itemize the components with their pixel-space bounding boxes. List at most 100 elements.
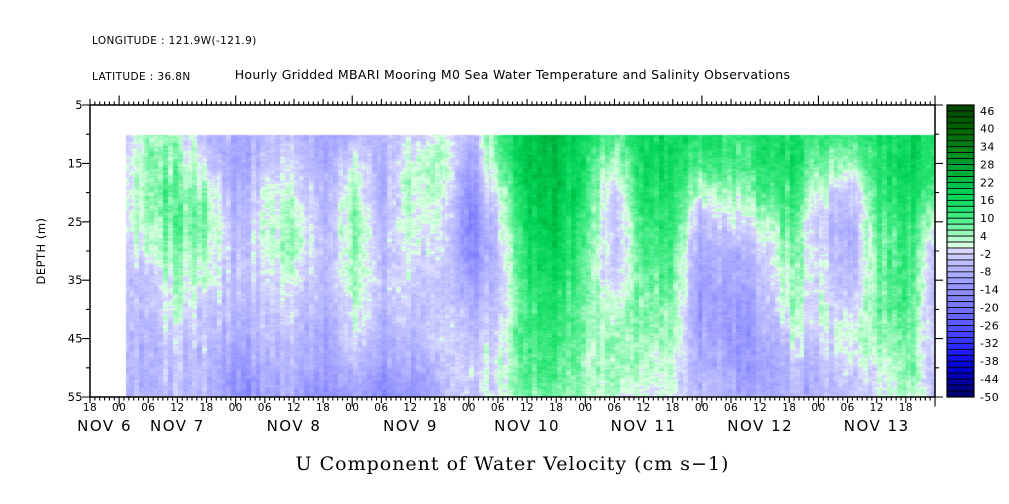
hour-tick-label: 18 xyxy=(433,402,447,414)
depth-tick-label: 55 xyxy=(68,390,83,404)
colorbar-tick-label: -14 xyxy=(980,284,999,297)
colorbar-block xyxy=(946,342,975,350)
colorbar-block xyxy=(946,325,975,332)
colorbar-block xyxy=(946,158,975,165)
colorbar-block xyxy=(946,164,975,171)
colorbar-tick-label: -32 xyxy=(980,337,999,350)
colorbar-tick-label: 4 xyxy=(980,230,987,243)
colorbar-tick-label: -38 xyxy=(980,355,999,368)
plot-frame xyxy=(89,104,936,398)
date-label: NOV 9 xyxy=(383,417,438,435)
colorbar-tick-label: 22 xyxy=(980,176,995,189)
depth-tick-label: 35 xyxy=(68,273,83,287)
colorbar-block xyxy=(946,378,975,386)
colorbar-tick-label: -8 xyxy=(980,266,992,279)
hour-tick-label: 12 xyxy=(870,402,884,414)
colorbar-block xyxy=(946,247,975,255)
colorbar-block xyxy=(946,348,975,356)
depth-tick-label: 45 xyxy=(68,332,83,346)
hour-tick-label: 06 xyxy=(491,402,505,414)
colorbar-block xyxy=(946,295,975,303)
date-label: NOV 8 xyxy=(267,417,322,435)
colorbar-block xyxy=(946,229,975,237)
colorbar-block xyxy=(946,360,975,368)
hour-tick-label: 00 xyxy=(578,402,592,414)
hour-tick-label: 18 xyxy=(899,402,913,414)
colorbar-block xyxy=(946,199,975,207)
colorbar-block xyxy=(946,146,975,154)
hour-tick-label: 06 xyxy=(141,402,155,414)
colorbar-block xyxy=(946,384,975,392)
colorbar-block xyxy=(946,265,975,273)
colorbar-block xyxy=(946,337,975,344)
colorbar-block xyxy=(946,188,975,195)
date-label: NOV 6 xyxy=(77,417,132,435)
colorbar-block xyxy=(946,122,975,130)
colorbar-block xyxy=(946,140,975,148)
hour-tick-label: 00 xyxy=(695,402,709,414)
colorbar-tick-label: 10 xyxy=(980,212,995,225)
hour-tick-label: 00 xyxy=(462,402,476,414)
hour-tick-label: 06 xyxy=(607,402,621,414)
hour-tick-label: 12 xyxy=(287,402,301,414)
colorbar-tick-label: -26 xyxy=(980,319,999,332)
hour-tick-label: 18 xyxy=(199,402,213,414)
colorbar-block xyxy=(946,354,975,362)
latitude-label: LATITUDE : 36.8N xyxy=(92,71,191,83)
hour-tick-label: 12 xyxy=(520,402,534,414)
x-axis-hour-labels: 18 00 06 12 18 00 06 12 18 00 06 12 18 00 06 12 18 00 06 12… xyxy=(83,402,913,414)
date-label: NOV 12 xyxy=(727,417,793,435)
date-label: NOV 13 xyxy=(844,417,910,435)
colorbar-block xyxy=(946,372,975,380)
hour-tick-label: 06 xyxy=(374,402,388,414)
colorbar xyxy=(946,104,975,398)
x-axis-title: U Component of Water Velocity (cm s−1) xyxy=(295,453,730,475)
colorbar-block xyxy=(946,319,975,326)
depth-tick-label: 25 xyxy=(68,215,83,229)
colorbar-block xyxy=(946,176,975,183)
hour-tick-label: 12 xyxy=(170,402,184,414)
hour-tick-label: 12 xyxy=(403,402,417,414)
colorbar-block xyxy=(946,193,975,201)
date-label: NOV 11 xyxy=(611,417,677,435)
colorbar-block xyxy=(946,313,975,320)
colorbar-block xyxy=(946,182,975,189)
heatmap-canvas xyxy=(90,105,935,397)
y-axis-title: DEPTH (m) xyxy=(34,217,48,284)
colorbar-block xyxy=(946,271,975,279)
hour-tick-label: 18 xyxy=(316,402,330,414)
hour-tick-label: 06 xyxy=(724,402,738,414)
longitude-label: LONGITUDE : 121.9W(-121.9) xyxy=(92,35,257,47)
hour-tick-label: 18 xyxy=(782,402,796,414)
hour-tick-label: 00 xyxy=(345,402,359,414)
x-tick-marks xyxy=(89,95,936,407)
plot-frame-rect xyxy=(89,104,936,398)
colorbar-block xyxy=(946,259,975,267)
colorbar-block xyxy=(946,307,975,314)
colorbar-block xyxy=(946,366,975,374)
colorbar-block xyxy=(946,205,975,213)
colorbar-tick-label: 40 xyxy=(980,123,995,136)
colorbar-tick-label: 16 xyxy=(980,194,995,207)
colorbar-labels: 46 40 34 28 22 16 10 4 -2 -8 -14 -20 -26 -32 -38 -44 -50 xyxy=(980,105,999,404)
colorbar-border xyxy=(946,104,975,398)
hour-tick-label: 12 xyxy=(637,402,651,414)
depth-tick-label: 15 xyxy=(68,156,83,170)
colorbar-tick-label: -50 xyxy=(980,391,999,404)
colorbar-block xyxy=(946,223,975,231)
colorbar-block xyxy=(946,217,975,225)
colorbar-block xyxy=(946,283,975,291)
colorbar-tick-label: -20 xyxy=(980,301,999,314)
date-label: NOV 7 xyxy=(150,417,205,435)
hour-tick-label: 12 xyxy=(753,402,767,414)
colorbar-block xyxy=(946,277,975,285)
plot-title: Hourly Gridded MBARI Mooring M0 Sea Wate… xyxy=(234,67,791,82)
y-tick-marks xyxy=(82,104,943,398)
hour-tick-label: 00 xyxy=(112,402,126,414)
colorbar-block xyxy=(946,390,975,398)
colorbar-block xyxy=(946,128,975,136)
y-axis-ticks xyxy=(82,104,943,398)
hour-tick-label: 00 xyxy=(229,402,243,414)
